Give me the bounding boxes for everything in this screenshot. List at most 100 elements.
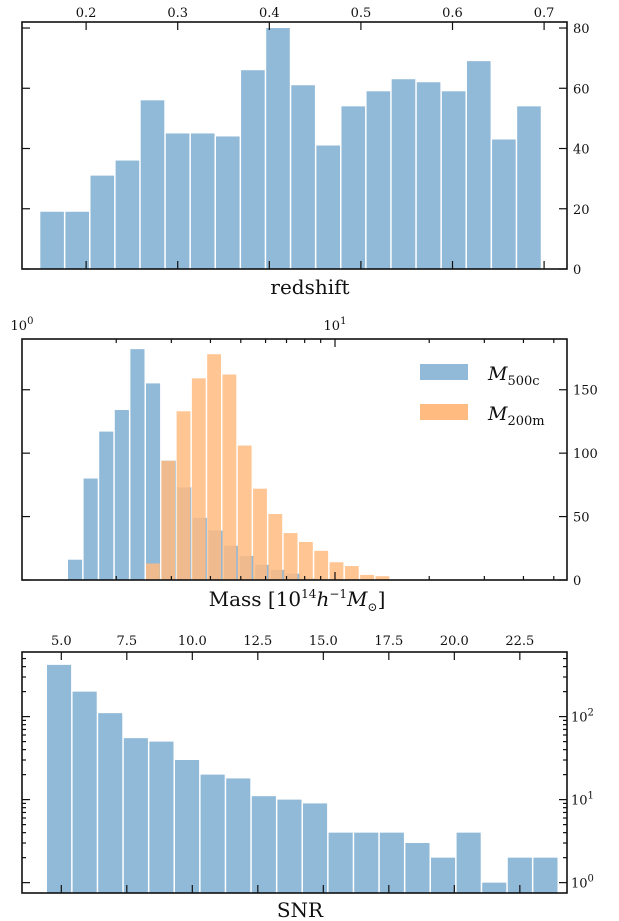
- redshift-y-tick-label: 60: [573, 82, 590, 97]
- redshift-x-tick-label: 0.5: [351, 6, 372, 21]
- mass-x-axis-label: Mass [1014h−1M⊙]: [209, 587, 386, 614]
- redshift-bar: [316, 145, 340, 269]
- redshift-x-ticks: 0.2 0.3 0.4 0.5 0.6 0.7: [76, 6, 554, 269]
- mass-y-tick-label: 150: [573, 384, 598, 399]
- redshift-y-tick-label: 0: [573, 263, 581, 278]
- snr-bar: [533, 857, 558, 893]
- mass-m200m-bar: [344, 566, 359, 580]
- redshift-bar: [517, 106, 541, 269]
- mass-m200m-bar: [237, 445, 252, 580]
- legend-label-m500c: M500c: [487, 363, 540, 389]
- mass-x-ticks: 100 101: [11, 316, 555, 580]
- mass-m500c-bar: [130, 349, 145, 580]
- redshift-bars: [40, 28, 541, 270]
- snr-bar: [379, 832, 404, 893]
- snr-x-tick-label: 17.5: [374, 634, 403, 649]
- snr-bar: [354, 832, 379, 893]
- snr-x-tick-label: 10.0: [178, 634, 207, 649]
- mass-y-ticks: 0 50 100 150: [22, 384, 598, 589]
- redshift-bar: [366, 91, 391, 269]
- redshift-bar: [90, 175, 115, 269]
- redshift-bar: [216, 136, 240, 269]
- redshift-y-tick-label: 40: [573, 143, 590, 158]
- snr-bars: [47, 664, 558, 893]
- mass-m200m-bar: [161, 460, 176, 580]
- snr-x-tick-label: 5.0: [51, 634, 72, 649]
- mass-bars: [68, 349, 390, 580]
- snr-bar: [200, 774, 225, 893]
- snr-bar: [226, 778, 251, 893]
- redshift-bar: [492, 139, 516, 269]
- redshift-bar: [466, 61, 491, 269]
- redshift-bar: [291, 85, 315, 269]
- redshift-x-tick-label: 0.4: [259, 6, 280, 21]
- mass-m200m-bar: [207, 354, 221, 580]
- snr-bar: [175, 760, 200, 893]
- mass-m500c-bar: [83, 478, 98, 580]
- mass-m500c-bar: [146, 383, 161, 580]
- redshift-bar: [416, 82, 441, 270]
- redshift-bar: [165, 133, 190, 269]
- mass-m200m-bar: [146, 563, 160, 580]
- snr-x-tick-label: 7.5: [116, 634, 137, 649]
- snr-x-ticks: 5.0 7.5 10.0 12.5 15.0 17.5 20.0 22.5: [51, 634, 534, 893]
- redshift-x-tick-label: 0.2: [76, 6, 97, 21]
- redshift-bar: [140, 100, 165, 269]
- snr-bar: [431, 857, 456, 893]
- mass-m200m-bar: [314, 550, 329, 580]
- snr-bar: [47, 664, 72, 893]
- redshift-bar: [441, 91, 466, 269]
- snr-y-tick-label: 100: [571, 874, 594, 892]
- mass-m200m-bar: [191, 378, 206, 580]
- snr-bar: [303, 803, 328, 893]
- snr-bar: [123, 738, 148, 893]
- mass-m200m-bar: [299, 541, 313, 580]
- snr-x-axis-label: SNR: [277, 898, 324, 921]
- mass-m200m-bar: [360, 574, 374, 580]
- snr-x-tick-label: 15.0: [309, 634, 338, 649]
- snr-x-tick-label: 20.0: [440, 634, 469, 649]
- redshift-y-tick-label: 80: [573, 22, 590, 37]
- redshift-bar: [190, 133, 215, 269]
- snr-bar: [277, 799, 302, 893]
- redshift-bar: [391, 79, 416, 269]
- redshift-histogram-panel: 0.2 0.3 0.4 0.5 0.6 0.7 0 20 40 60 80 redshift: [21, 6, 590, 299]
- mass-label-exponent: 14: [301, 587, 317, 601]
- redshift-bar: [115, 160, 140, 269]
- mass-label-word: Mass: [209, 587, 262, 611]
- mass-label-sun: ⊙: [368, 600, 378, 614]
- mass-m200m-bar: [176, 411, 191, 580]
- mass-label-h: h: [316, 587, 329, 611]
- redshift-y-tick-label: 20: [573, 203, 590, 218]
- mass-y-tick-label: 50: [573, 511, 590, 526]
- mass-y-tick-label: 100: [573, 447, 598, 462]
- snr-bar: [405, 843, 430, 893]
- mass-m500c-bar: [114, 410, 129, 580]
- snr-x-tick-label: 22.5: [505, 634, 534, 649]
- snr-y-tick-label: 101: [571, 791, 594, 809]
- legend-swatch-m500c: [420, 364, 468, 380]
- redshift-x-tick-label: 0.6: [442, 6, 463, 21]
- mass-histogram-panel: 100 101 0 50 100 150 Mass [1014h−1M⊙] M500c …: [11, 316, 598, 614]
- mass-axes-frame: [21, 338, 568, 581]
- snr-x-tick-label: 12.5: [243, 634, 272, 649]
- mass-label-h-exponent: −1: [329, 587, 347, 601]
- redshift-x-axis-label: redshift: [270, 275, 349, 299]
- mass-legend: M500c M200m: [420, 363, 545, 429]
- mass-m200m-bar: [283, 533, 298, 580]
- snr-bar: [98, 713, 123, 893]
- mass-label-m: M: [346, 587, 368, 611]
- mass-x-tick-label: 100: [11, 316, 34, 334]
- snr-bar: [456, 832, 481, 893]
- mass-m200m-bar: [329, 562, 344, 580]
- redshift-bar: [341, 106, 366, 269]
- mass-m200m-bar: [253, 488, 267, 580]
- mass-x-tick-label: 101: [324, 316, 347, 334]
- legend-swatch-m200m: [420, 404, 468, 420]
- snr-bar: [482, 882, 507, 893]
- mass-m200m-bar: [268, 514, 283, 580]
- redshift-bar: [266, 28, 290, 270]
- redshift-x-tick-label: 0.3: [167, 6, 188, 21]
- snr-bar: [328, 832, 353, 893]
- redshift-axes-frame: [21, 21, 568, 270]
